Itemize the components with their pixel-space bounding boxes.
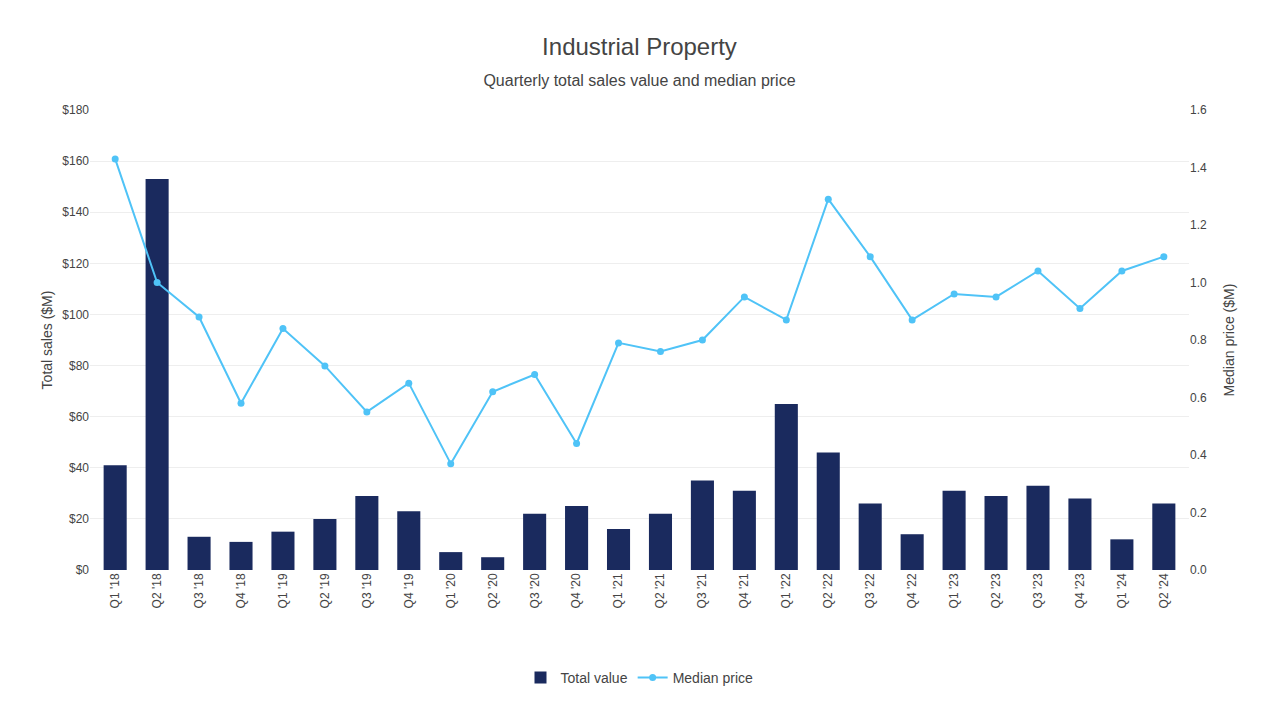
svg-text:$20: $20	[69, 512, 89, 526]
svg-text:1.2: 1.2	[1190, 218, 1207, 232]
svg-text:Q4 '20: Q4 '20	[569, 573, 583, 608]
svg-text:$180: $180	[62, 103, 89, 117]
svg-text:Q3 '19: Q3 '19	[360, 573, 374, 608]
svg-text:0.0: 0.0	[1190, 563, 1207, 577]
svg-text:Q3 '21: Q3 '21	[695, 573, 709, 608]
svg-text:Q3 '23: Q3 '23	[1031, 573, 1045, 608]
svg-text:Q1 '21: Q1 '21	[611, 573, 625, 608]
svg-text:1.6: 1.6	[1190, 103, 1207, 117]
svg-text:$80: $80	[69, 359, 89, 373]
svg-text:1.0: 1.0	[1190, 276, 1207, 290]
svg-text:1.4: 1.4	[1190, 161, 1207, 175]
svg-text:$100: $100	[62, 308, 89, 322]
svg-text:0.6: 0.6	[1190, 391, 1207, 405]
svg-text:Q1 '24: Q1 '24	[1115, 573, 1129, 608]
svg-text:Median price: Median price	[673, 670, 753, 686]
svg-text:Q4 '18: Q4 '18	[234, 573, 248, 608]
svg-text:Q2 '23: Q2 '23	[989, 573, 1003, 608]
svg-text:Q4 '19: Q4 '19	[402, 573, 416, 608]
svg-text:$60: $60	[69, 410, 89, 424]
svg-text:Quarterly total sales value an: Quarterly total sales value and median p…	[483, 72, 795, 89]
svg-text:Industrial Property: Industrial Property	[542, 33, 737, 60]
svg-text:Q2 '20: Q2 '20	[486, 573, 500, 608]
svg-text:$120: $120	[62, 257, 89, 271]
svg-text:Q3 '22: Q3 '22	[863, 573, 877, 608]
svg-text:Q1 '20: Q1 '20	[444, 573, 458, 608]
svg-text:Q2 '21: Q2 '21	[653, 573, 667, 608]
svg-text:Q1 '19: Q1 '19	[276, 573, 290, 608]
svg-text:Total sales ($M): Total sales ($M)	[39, 291, 55, 390]
svg-text:Q4 '22: Q4 '22	[905, 573, 919, 608]
svg-text:Q4 '23: Q4 '23	[1073, 573, 1087, 608]
svg-text:0.2: 0.2	[1190, 506, 1207, 520]
svg-text:Q1 '18: Q1 '18	[108, 573, 122, 608]
svg-text:Q4 '21: Q4 '21	[737, 573, 751, 608]
svg-text:$0: $0	[76, 563, 90, 577]
svg-text:Q2 '22: Q2 '22	[821, 573, 835, 608]
svg-text:Q1 '22: Q1 '22	[779, 573, 793, 608]
svg-text:Q2 '24: Q2 '24	[1157, 573, 1171, 608]
svg-text:Q2 '18: Q2 '18	[150, 573, 164, 608]
svg-text:$140: $140	[62, 205, 89, 219]
svg-text:0.8: 0.8	[1190, 333, 1207, 347]
svg-text:$160: $160	[62, 154, 89, 168]
svg-text:Total value: Total value	[561, 670, 628, 686]
svg-text:Q3 '18: Q3 '18	[192, 573, 206, 608]
svg-text:0.4: 0.4	[1190, 448, 1207, 462]
svg-text:Q3 '20: Q3 '20	[528, 573, 542, 608]
svg-text:Q2 '19: Q2 '19	[318, 573, 332, 608]
svg-text:Median price ($M): Median price ($M)	[1221, 284, 1237, 397]
svg-text:Q1 '23: Q1 '23	[947, 573, 961, 608]
svg-text:$40: $40	[69, 461, 89, 475]
